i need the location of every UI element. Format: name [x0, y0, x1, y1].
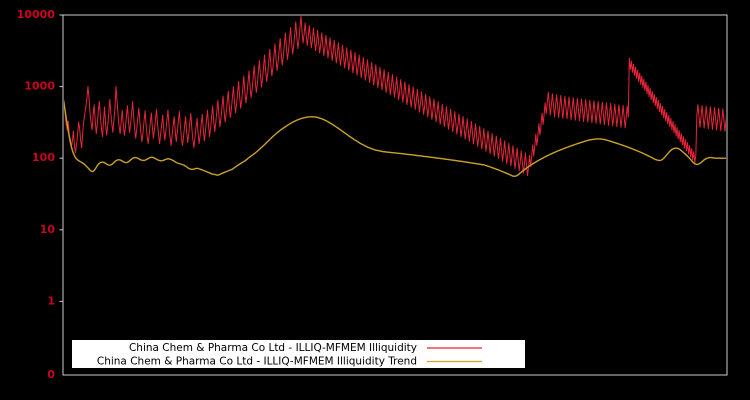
plot-area-background: [63, 15, 727, 375]
y-axis-tick-100: 100: [32, 151, 55, 164]
chart-legend[interactable]: China Chem & Pharma Co Ltd - ILLIQ-MFMEM…: [72, 340, 525, 368]
legend-label-1: China Chem & Pharma Co Ltd - ILLIQ-MFMEM…: [97, 356, 417, 368]
y-axis-tick-1: 1: [47, 294, 55, 307]
series-line-illiquidity-trend: [64, 99, 726, 177]
data-series-group: [64, 16, 726, 177]
legend-label-0: China Chem & Pharma Co Ltd - ILLIQ-MFMEM…: [129, 342, 417, 354]
y-axis-tick-1000: 1000: [24, 80, 55, 93]
series-line-illiquidity: [64, 16, 726, 177]
y-axis-tick-10: 10: [40, 223, 56, 236]
y-axis-tick-10000: 10000: [17, 8, 56, 21]
legend-background: [72, 340, 525, 368]
y-axis-tick-0: 0: [47, 368, 55, 381]
plot-frame: [62, 14, 728, 376]
